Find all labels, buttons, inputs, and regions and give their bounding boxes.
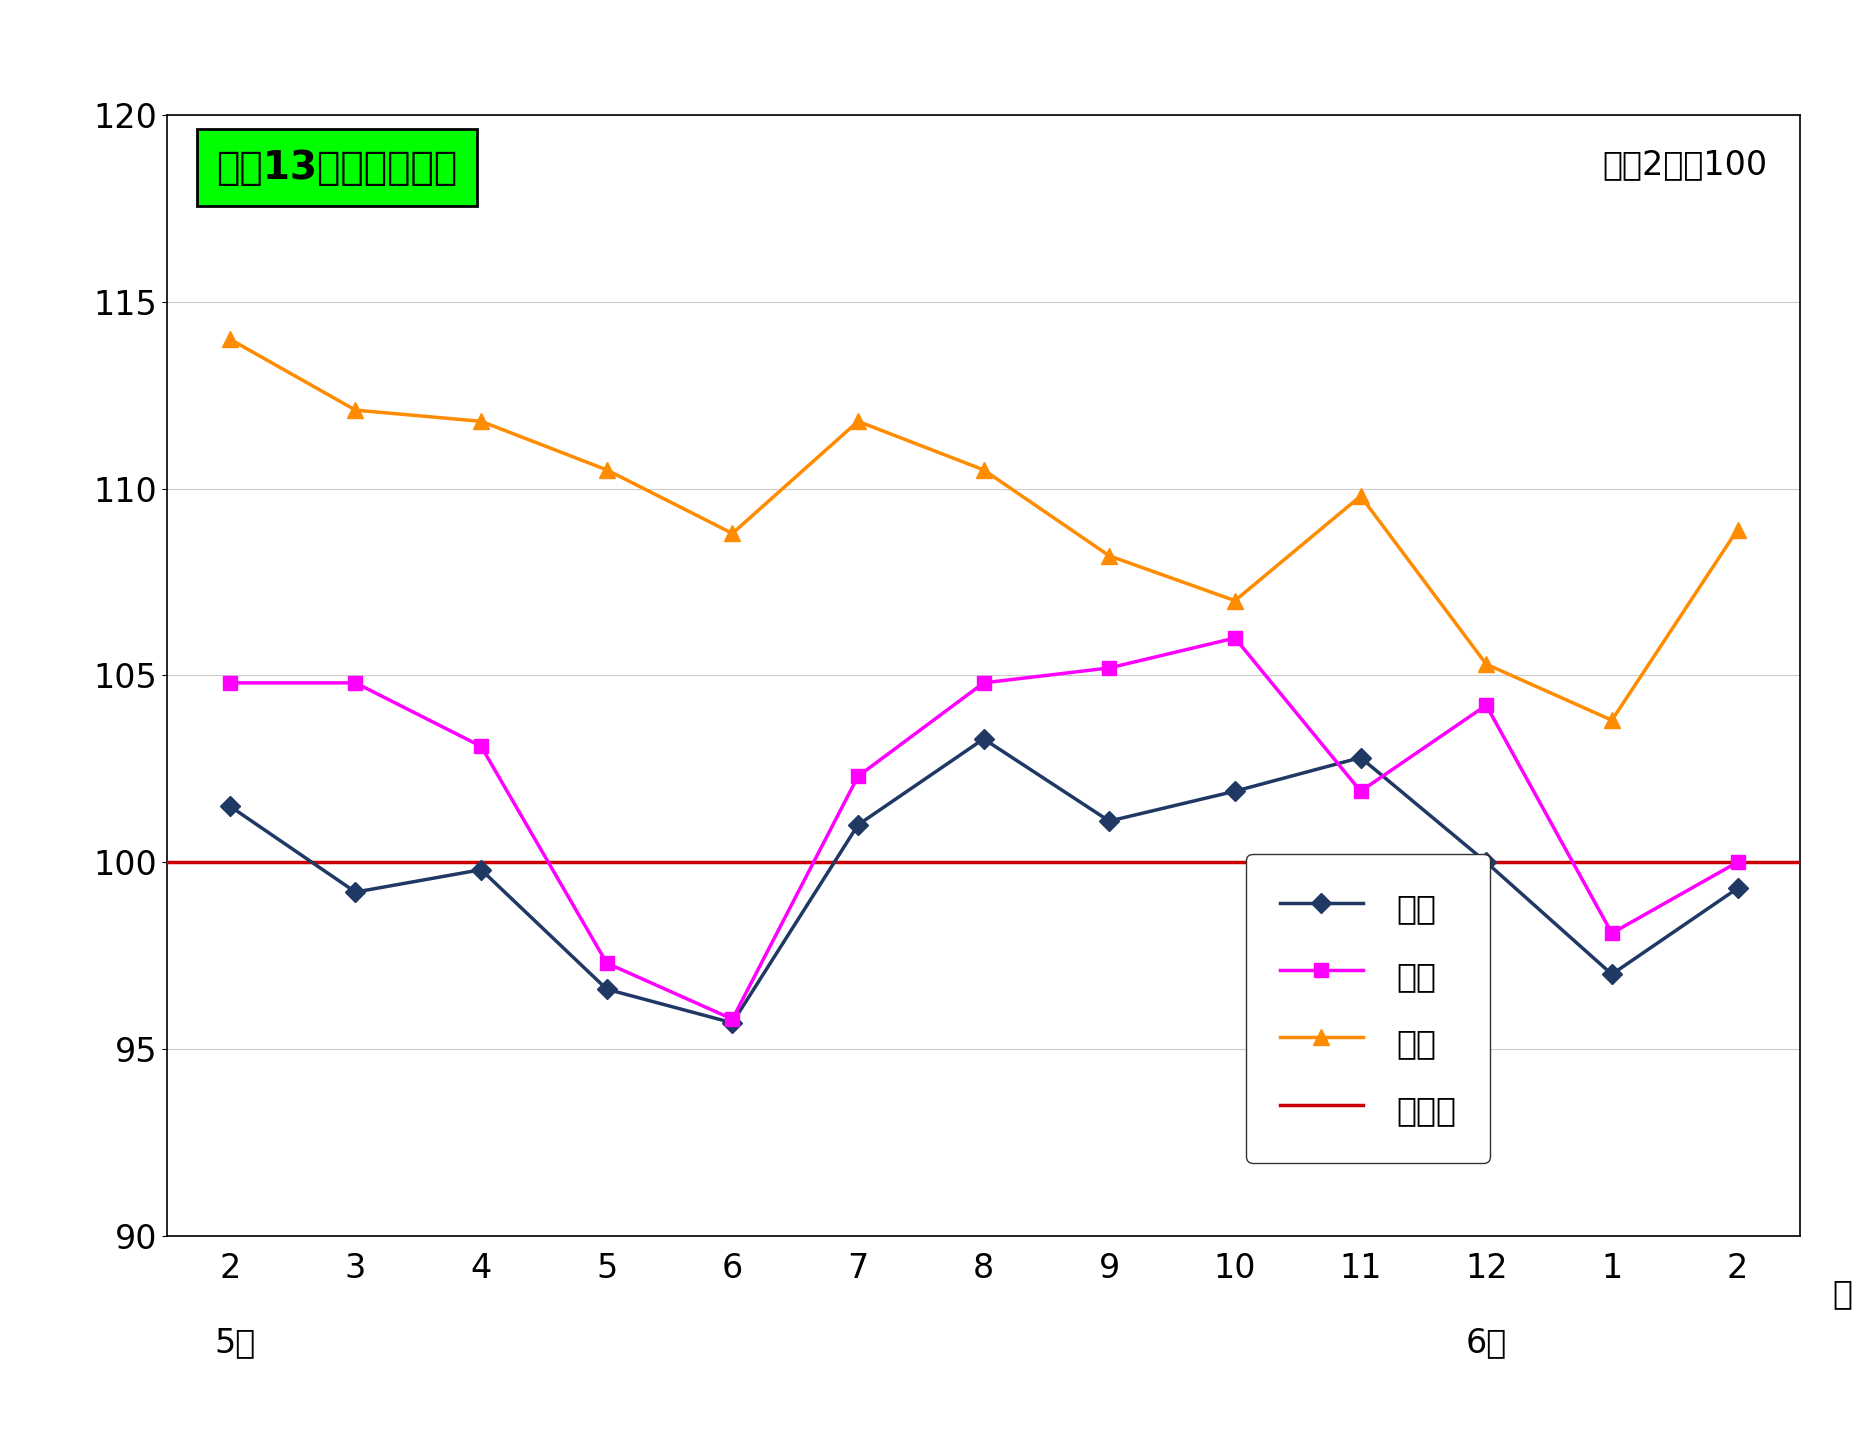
- 生産: [846, 816, 868, 833]
- 出荷: [345, 674, 367, 691]
- 出荷: [972, 674, 994, 691]
- 生産: [1222, 783, 1245, 800]
- Line: 生産: 生産: [223, 731, 1744, 1030]
- 在庫: [219, 331, 241, 348]
- Line: 在庫: 在庫: [221, 331, 1746, 729]
- 出荷: [1475, 697, 1497, 714]
- 在庫: [595, 461, 618, 479]
- 生産: [1725, 879, 1747, 897]
- 出荷: [595, 954, 618, 971]
- 基準値: [219, 854, 241, 871]
- Text: 月: 月: [1831, 1277, 1851, 1311]
- 出荷: [219, 674, 241, 691]
- 在庫: [1475, 655, 1497, 673]
- 生産: [1349, 749, 1371, 766]
- Text: 6年: 6年: [1465, 1326, 1506, 1359]
- Text: 5年: 5年: [215, 1326, 256, 1359]
- 在庫: [972, 461, 994, 479]
- 生産: [1475, 854, 1497, 871]
- 出荷: [1599, 924, 1621, 941]
- 在庫: [846, 412, 868, 430]
- 在庫: [1222, 592, 1245, 609]
- 出荷: [1098, 660, 1120, 677]
- 生産: [469, 861, 492, 878]
- 出荷: [722, 1010, 744, 1027]
- 出荷: [846, 767, 868, 785]
- 在庫: [1599, 711, 1621, 729]
- 生産: [219, 798, 241, 815]
- 在庫: [1725, 522, 1747, 539]
- Legend: 生産, 出荷, 在庫, 基準値: 生産, 出荷, 在庫, 基準値: [1247, 854, 1490, 1163]
- 出荷: [1349, 783, 1371, 800]
- Line: 出荷: 出荷: [223, 631, 1744, 1026]
- 在庫: [469, 412, 492, 430]
- 出荷: [1725, 854, 1747, 871]
- 在庫: [722, 525, 744, 542]
- Text: 令和2年＝100: 令和2年＝100: [1601, 148, 1766, 181]
- 出荷: [469, 737, 492, 754]
- 生産: [595, 980, 618, 997]
- 基準値: [345, 854, 367, 871]
- 生産: [345, 884, 367, 901]
- Text: 最近13か月間の動き: 最近13か月間の動き: [215, 148, 456, 187]
- 生産: [1599, 966, 1621, 983]
- 生産: [972, 730, 994, 747]
- 在庫: [1349, 487, 1371, 504]
- 在庫: [1098, 547, 1120, 565]
- 生産: [1098, 812, 1120, 829]
- 在庫: [345, 401, 367, 418]
- 生産: [722, 1015, 744, 1032]
- 出荷: [1222, 629, 1245, 647]
